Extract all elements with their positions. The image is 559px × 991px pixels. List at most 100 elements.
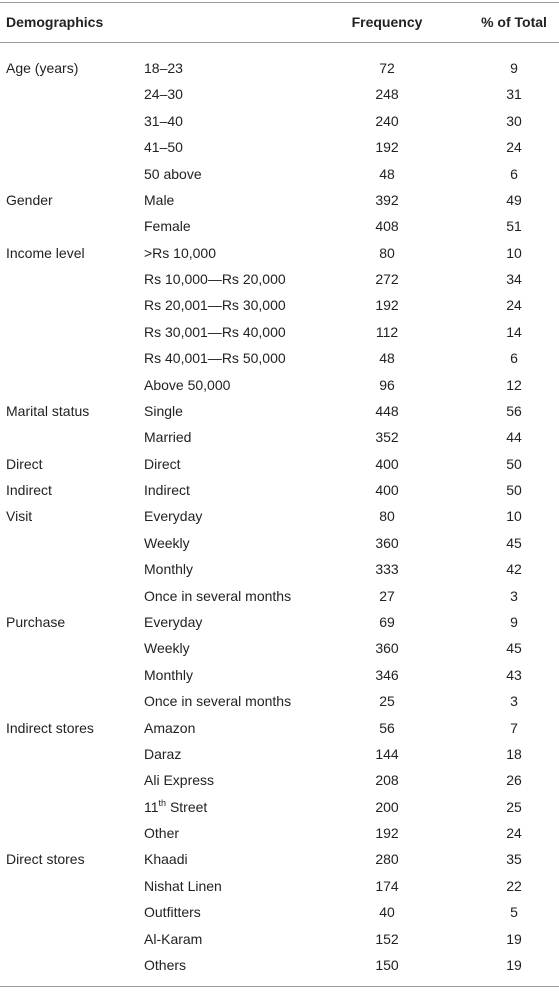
percent-cell: 34 [506, 271, 522, 288]
percent-cell: 18 [506, 745, 522, 762]
item-cell: Al-Karam [144, 930, 203, 947]
header-rule [0, 42, 559, 43]
item-cell: Male [144, 191, 175, 208]
frequency-cell: 448 [375, 402, 399, 419]
frequency-cell: 56 [379, 719, 395, 736]
frequency-cell: 346 [375, 666, 399, 683]
frequency-cell: 96 [379, 376, 395, 393]
frequency-cell: 280 [375, 851, 399, 868]
group-cell: Income level [6, 244, 85, 261]
percent-cell: 42 [506, 561, 522, 578]
top-rule [0, 2, 559, 3]
item-cell: Married [144, 429, 192, 446]
percent-cell: 6 [510, 165, 518, 182]
item-cell: Everyday [144, 508, 203, 525]
item-cell: Weekly [144, 640, 190, 657]
percent-cell: 22 [506, 877, 522, 894]
item-cell: 50 above [144, 165, 202, 182]
item-cell: Indirect [144, 482, 190, 499]
frequency-cell: 27 [379, 587, 395, 604]
percent-cell: 31 [506, 86, 522, 103]
percent-cell: 45 [506, 534, 522, 551]
percent-cell: 26 [506, 772, 522, 789]
item-cell: Weekly [144, 534, 190, 551]
frequency-cell: 150 [375, 956, 399, 973]
item-cell: Outfitters [144, 904, 201, 921]
frequency-cell: 72 [379, 60, 395, 76]
item-cell: Direct [144, 455, 181, 472]
item-cell: 24–30 [144, 86, 183, 103]
frequency-cell: 272 [375, 271, 399, 288]
frequency-cell: 192 [375, 139, 399, 156]
frequency-cell: 80 [379, 508, 395, 525]
frequency-cell: 40 [379, 904, 395, 921]
text-part: th [158, 797, 167, 808]
percent-cell: 50 [506, 482, 522, 499]
item-cell: Above 50,000 [144, 376, 231, 393]
frequency-cell: 360 [375, 640, 399, 657]
percent-cell: 3 [510, 693, 518, 710]
frequency-cell: 248 [375, 86, 399, 103]
item-cell: 41–50 [144, 139, 183, 156]
group-cell: Indirect [6, 482, 52, 499]
text-part: Street [166, 798, 208, 815]
frequency-cell: 240 [375, 112, 399, 129]
frequency-cell: 25 [379, 693, 395, 710]
item-cell: 11th Street [144, 797, 207, 817]
percent-cell: 51 [506, 218, 522, 235]
item-cell: Rs 10,000—Rs 20,000 [144, 271, 286, 288]
item-cell: Daraz [144, 745, 182, 762]
header-cell: % of Total [481, 14, 547, 30]
percent-cell: 14 [506, 323, 522, 340]
frequency-cell: 69 [379, 613, 395, 630]
percent-cell: 9 [510, 613, 518, 630]
frequency-cell: 48 [379, 350, 395, 367]
frequency-cell: 360 [375, 534, 399, 551]
frequency-cell: 192 [375, 825, 399, 842]
item-cell: Others [144, 956, 187, 973]
frequency-cell: 352 [375, 429, 399, 446]
bottom-rule [0, 986, 559, 987]
frequency-cell: 192 [375, 297, 399, 314]
group-cell: Marital status [6, 402, 90, 419]
percent-cell: 7 [510, 719, 518, 736]
percent-cell: 24 [506, 139, 522, 156]
item-cell: >Rs 10,000 [144, 244, 216, 261]
frequency-cell: 408 [375, 218, 399, 235]
percent-cell: 10 [506, 244, 522, 261]
item-cell: Ali Express [144, 772, 215, 789]
group-cell: Gender [6, 191, 53, 208]
item-cell: Monthly [144, 666, 194, 683]
frequency-cell: 112 [375, 323, 399, 340]
frequency-cell: 400 [375, 482, 399, 499]
group-cell: Purchase [6, 613, 66, 630]
item-cell: Rs 40,001—Rs 50,000 [144, 350, 286, 367]
item-cell: Other [144, 825, 180, 842]
percent-cell: 25 [506, 798, 522, 815]
text-part: 11 [144, 798, 159, 815]
group-cell: Direct [6, 455, 43, 472]
item-cell: Nishat Linen [144, 877, 222, 894]
percent-cell: 19 [506, 930, 522, 947]
item-cell: Monthly [144, 561, 194, 578]
percent-cell: 44 [506, 429, 522, 446]
percent-cell: 12 [506, 376, 522, 393]
item-cell: Once in several months [144, 693, 292, 710]
frequency-cell: 392 [375, 191, 399, 208]
group-cell: Direct stores [6, 851, 85, 868]
header-cell: Demographics [6, 14, 104, 30]
percent-cell: 43 [506, 666, 522, 683]
percent-cell: 6 [510, 350, 518, 367]
item-cell: Khaadi [144, 851, 188, 868]
frequency-cell: 152 [375, 930, 399, 947]
frequency-cell: 48 [379, 165, 395, 182]
percent-cell: 24 [506, 297, 522, 314]
frequency-cell: 333 [375, 561, 399, 578]
item-cell: Amazon [144, 719, 196, 736]
header-cell: Frequency [351, 14, 423, 30]
frequency-cell: 80 [379, 244, 395, 261]
group-cell: Visit [6, 508, 33, 525]
percent-cell: 3 [510, 587, 518, 604]
percent-cell: 19 [506, 956, 522, 973]
